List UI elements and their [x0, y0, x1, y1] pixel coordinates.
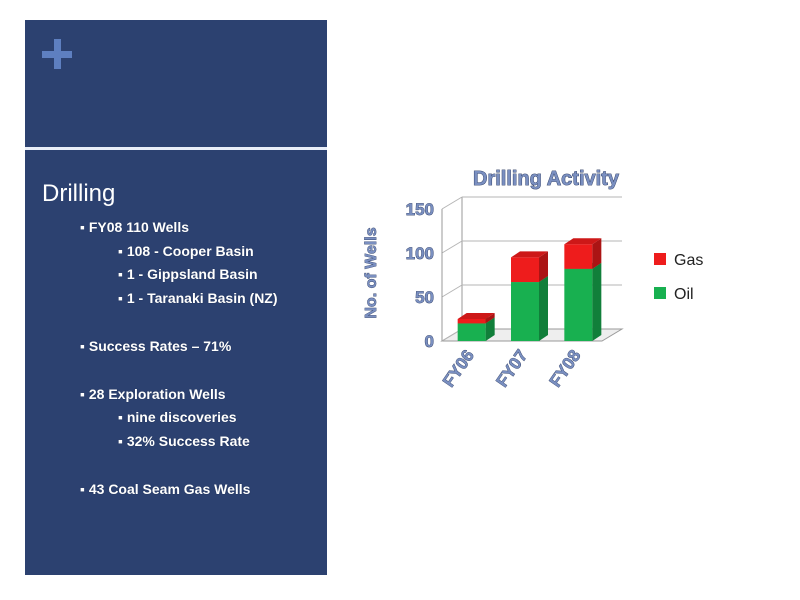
- bar-side-oil-fy06: [485, 317, 495, 341]
- drilling-activity-chart: Drilling Activity No. of Wells 0 50 100 150…: [363, 168, 704, 391]
- bar-side-oil-fy07: [539, 276, 548, 341]
- legend-swatch-oil: [654, 287, 666, 299]
- gridline-side: [441, 284, 463, 298]
- legend-label-gas: Gas: [674, 252, 703, 269]
- y-tick-label: 100: [406, 244, 434, 263]
- bullet-success-rate: ▪ 32% Success Rate: [118, 433, 250, 449]
- y-tick-label: 0: [425, 332, 434, 351]
- divider-line: [25, 147, 327, 150]
- x-tick-label: FY08: [546, 346, 585, 390]
- gridline-side: [441, 240, 463, 254]
- bar-oil-fy08: [564, 268, 593, 341]
- bar-side-gas-fy08: [592, 238, 602, 269]
- y-tick-label: 150: [406, 200, 434, 219]
- bar-top-gas-fy08: [564, 238, 602, 245]
- gridline-side: [441, 196, 463, 210]
- bullet-cooper-basin: ▪ 108 - Cooper Basin: [118, 243, 254, 259]
- slide-panel: Drilling ▪ FY08 110 Wells ▪ 108 - Cooper…: [25, 20, 327, 575]
- bar-side-gas-fy06: [485, 313, 495, 324]
- chart-title: Drilling Activity: [473, 168, 620, 190]
- bar-oil-fy07: [511, 282, 539, 341]
- bullet-success-rates: ▪ Success Rates – 71%: [80, 338, 232, 354]
- bullet-exploration-wells: ▪ 28 Exploration Wells: [80, 386, 226, 402]
- legend-swatch-gas: [654, 253, 666, 265]
- bullet-taranaki-basin: ▪ 1 - Taranaki Basin (NZ): [118, 290, 278, 306]
- y-tick-label: 50: [415, 288, 434, 307]
- bar-top-gas-fy06: [457, 313, 495, 319]
- bar-oil-fy06: [457, 323, 486, 341]
- bar-gas-fy07: [511, 257, 539, 283]
- y-axis-label: No. of Wells: [363, 227, 380, 318]
- bar-side-oil-fy08: [592, 262, 602, 341]
- bar-side-gas-fy07: [539, 251, 548, 283]
- legend-label-oil: Oil: [674, 286, 694, 303]
- bullet-gippsland-basin: ▪ 1 - Gippsland Basin: [118, 266, 258, 282]
- plus-icon: [39, 36, 75, 72]
- bar-gas-fy08: [564, 244, 593, 269]
- bullet-discoveries: ▪ nine discoveries: [118, 409, 237, 425]
- chart-legend: Gas Oil: [654, 252, 703, 303]
- x-tick-label: FY07: [492, 346, 531, 390]
- bullet-coal-seam-gas: ▪ 43 Coal Seam Gas Wells: [80, 481, 251, 497]
- bar-gas-fy06: [457, 319, 486, 324]
- x-tick-label: FY06: [439, 346, 478, 390]
- slide-heading: Drilling: [42, 180, 116, 207]
- bar-top-gas-fy07: [511, 251, 548, 258]
- bullet-fy08-wells: ▪ FY08 110 Wells: [80, 219, 189, 235]
- chart-axes: 0 50 100 150 FY06 FY07 FY08: [405, 200, 585, 391]
- chart-bars: [457, 238, 602, 341]
